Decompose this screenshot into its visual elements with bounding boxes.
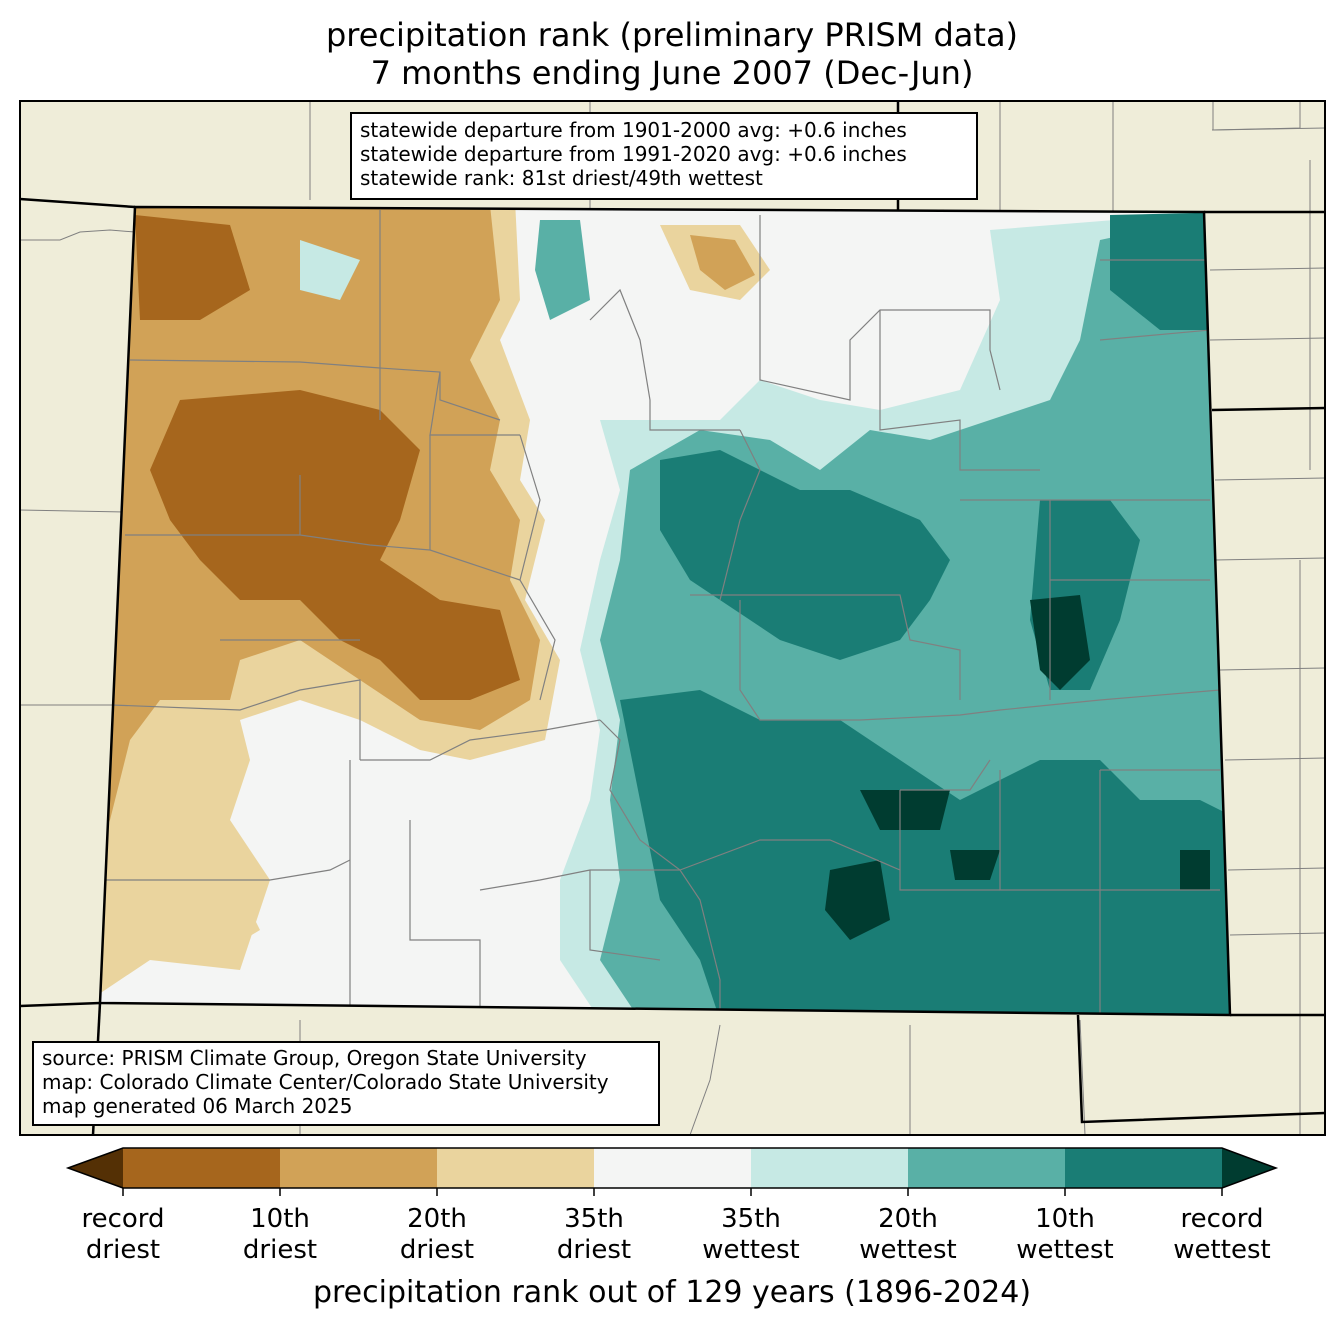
colorbar-tick-label: record driest (43, 1204, 203, 1266)
colorbar-tick-label: record wettest (1142, 1204, 1302, 1266)
source-line1: source: PRISM Climate Group, Oregon Stat… (42, 1046, 587, 1070)
colorbar-arrow-record-driest (68, 1148, 123, 1188)
colorbar-segment (280, 1148, 438, 1188)
source-line2: map: Colorado Climate Center/Colorado St… (42, 1070, 609, 1094)
colorbar-segment (594, 1148, 752, 1188)
tick-label-top: 35th (564, 1204, 624, 1234)
colorbar-arrow-record-wettest (1222, 1148, 1276, 1188)
tick-label-bottom: wettest (1016, 1235, 1114, 1265)
colorado-border (98, 205, 1232, 1017)
colorbar-tick-label: 35th wettest (671, 1204, 831, 1266)
colorbar-tick-label: 20th wettest (828, 1204, 988, 1266)
colorado-rank-fill (100, 207, 1230, 1015)
source-line3: map generated 06 March 2025 (42, 1094, 353, 1118)
colorbar-tick-label: 20th driest (357, 1204, 517, 1266)
colorbar-segment (437, 1148, 595, 1188)
map-title-line1: precipitation rank (preliminary PRISM da… (325, 16, 1019, 54)
colorbar-segment (123, 1148, 281, 1188)
stats-line1: statewide departure from 1901-2000 avg: … (360, 118, 907, 142)
colorbar-segment (1065, 1148, 1223, 1188)
tick-label-bottom: driest (242, 1235, 318, 1265)
tick-label-top: record (1180, 1204, 1264, 1234)
colorbar-segment (751, 1148, 909, 1188)
tick-label-top: record (81, 1204, 165, 1234)
tick-label-top: 10th (1035, 1204, 1095, 1234)
tick-label-top: 20th (878, 1204, 938, 1234)
colorbar (65, 1147, 1279, 1196)
statewide-stats-box: statewide departure from 1901-2000 avg: … (350, 112, 978, 200)
colorbar-tick-label: 35th driest (514, 1204, 674, 1266)
colorbar-tick-label: 10th driest (200, 1204, 360, 1266)
tick-label-top: 20th (407, 1204, 467, 1234)
map-title-line2: 7 months ending June 2007 (Dec-Jun) (370, 54, 974, 92)
tick-label-top: 10th (250, 1204, 310, 1234)
stats-line3: statewide rank: 81st driest/49th wettest (360, 166, 763, 190)
tick-label-bottom: wettest (702, 1235, 800, 1265)
tick-label-top: 35th (721, 1204, 781, 1234)
colorbar-title: precipitation rank out of 129 years (189… (312, 1275, 1032, 1310)
colorbar-segment (908, 1148, 1066, 1188)
tick-label-bottom: wettest (859, 1235, 957, 1265)
tick-label-bottom: driest (85, 1235, 161, 1265)
source-credits-box: source: PRISM Climate Group, Oregon Stat… (32, 1041, 660, 1126)
map-frame (19, 100, 1326, 1136)
tick-label-bottom: driest (399, 1235, 475, 1265)
stats-line2: statewide departure from 1991-2020 avg: … (360, 142, 907, 166)
tick-label-bottom: driest (556, 1235, 632, 1265)
tick-label-bottom: wettest (1173, 1235, 1271, 1265)
colorbar-tick-label: 10th wettest (985, 1204, 1145, 1266)
